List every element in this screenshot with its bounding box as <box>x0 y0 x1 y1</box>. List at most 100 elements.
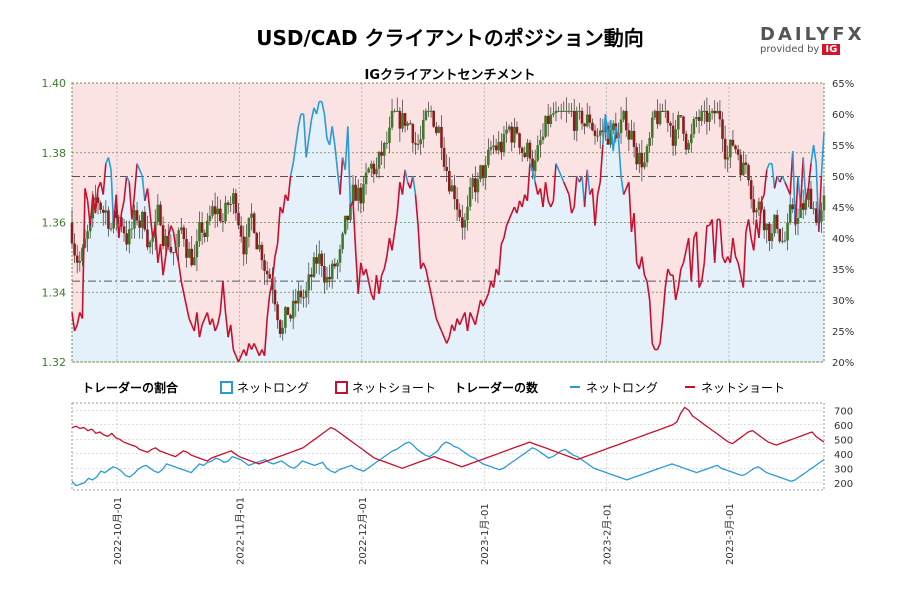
sentiment-line-segment <box>183 293 188 307</box>
sentiment-line-segment <box>357 262 362 294</box>
sentiment-line-segment <box>412 175 417 195</box>
candle-body <box>219 208 222 222</box>
sentiment-line-segment <box>487 281 492 294</box>
candle-body <box>75 255 79 263</box>
sentiment-line-segment <box>700 262 706 282</box>
candle-body <box>723 138 727 160</box>
candle-body <box>424 110 428 120</box>
sentiment-line-segment <box>401 169 406 195</box>
candle-body <box>375 168 378 175</box>
candle-body <box>237 213 240 226</box>
sentiment-line-segment <box>396 182 401 214</box>
sentiment-line-segment <box>781 175 786 183</box>
candle-body <box>466 206 469 221</box>
sentiment-line-segment <box>529 163 534 171</box>
sentiment-line-segment <box>352 200 357 251</box>
candle-body <box>273 289 277 305</box>
candle-body <box>388 127 391 143</box>
legend-count-heading: トレーダーの数 <box>454 381 539 395</box>
candle-body <box>307 274 311 291</box>
candle-body <box>356 187 360 201</box>
candle-body <box>242 236 246 255</box>
candle-body <box>161 225 165 247</box>
candle-body <box>567 110 571 112</box>
sentiment-line-segment <box>570 206 575 214</box>
candle-body <box>325 276 329 283</box>
sentiment-line-segment <box>763 169 768 195</box>
candle-body <box>468 187 472 207</box>
candle-body <box>390 110 394 128</box>
candle-body <box>70 222 74 244</box>
candle-body <box>820 210 823 222</box>
candle-body <box>330 263 334 280</box>
sentiment-line-segment <box>682 250 687 263</box>
bottom-frame <box>71 402 825 491</box>
sentiment-line-segment <box>521 194 526 208</box>
candle-body <box>627 130 631 140</box>
candle-body <box>211 206 214 216</box>
sentiment-line-segment <box>81 188 86 319</box>
candle-body <box>83 238 87 248</box>
sentiment-line-segment <box>695 231 700 288</box>
candle-body <box>565 110 568 112</box>
candle-body <box>380 151 383 156</box>
candle-body <box>716 110 719 114</box>
sentiment-line-segment <box>110 169 115 226</box>
sentiment-line-segment <box>292 144 297 164</box>
candle-body <box>718 110 722 120</box>
candle-body <box>99 202 102 210</box>
sentiment-line-segment <box>253 343 258 350</box>
sentiment-tick-label: 55% <box>832 141 854 152</box>
candle-body <box>179 227 183 231</box>
candle-body <box>440 126 443 148</box>
sentiment-line-segment <box>732 237 737 257</box>
sentiment-line-segment <box>71 312 76 332</box>
sentiment-line-segment <box>617 138 622 177</box>
sentiment-line-segment <box>802 157 807 201</box>
candle-body <box>169 246 173 253</box>
sentiment-line-segment <box>674 287 680 301</box>
candle-body <box>632 130 636 147</box>
sentiment-line-segment <box>552 163 557 201</box>
logo-provided-by: provided by IG <box>760 44 870 55</box>
sentiment-line-segment <box>224 312 229 338</box>
candle-body <box>120 217 123 227</box>
candle-body <box>520 147 524 153</box>
sentiment-line-segment <box>687 237 693 282</box>
sentiment-line-segment <box>810 144 815 164</box>
candle-body <box>549 114 553 124</box>
candle-body <box>294 300 298 304</box>
candle-body <box>341 233 344 250</box>
candle-body <box>755 209 758 213</box>
legend-short-line-icon <box>685 386 695 388</box>
sentiment-line-segment <box>133 163 138 195</box>
sentiment-line-segment <box>175 250 180 263</box>
sentiment-line-segment <box>274 244 279 257</box>
sentiment-line-segment <box>604 113 609 139</box>
candle-body <box>640 152 644 168</box>
candle-body <box>362 184 365 204</box>
candle-body <box>796 217 800 224</box>
sentiment-line-segment <box>232 349 237 357</box>
candle-body <box>140 211 144 228</box>
candle-body <box>775 214 779 229</box>
candle-body <box>382 142 386 156</box>
candle-body <box>648 137 651 147</box>
candle-body <box>320 253 324 266</box>
sentiment-line-segment <box>347 126 352 208</box>
candle-body <box>768 223 771 241</box>
candle-body <box>408 123 412 125</box>
candle-body <box>804 199 808 210</box>
candle-body <box>781 240 784 242</box>
count-tick-label: 200 <box>834 479 853 490</box>
dailyfx-logo[interactable]: DAILYFX provided by IG <box>760 24 870 55</box>
sentiment-line-segment <box>713 219 719 263</box>
candle-body <box>393 110 396 112</box>
sentiment-tick-label: 50% <box>832 172 854 183</box>
candle-body <box>510 126 514 143</box>
sentiment-line-segment <box>560 175 565 183</box>
sentiment-line-segment <box>591 188 596 226</box>
sentiment-line-segment <box>586 169 591 195</box>
candle-body <box>81 247 84 261</box>
sentiment-line-segment <box>425 268 430 282</box>
